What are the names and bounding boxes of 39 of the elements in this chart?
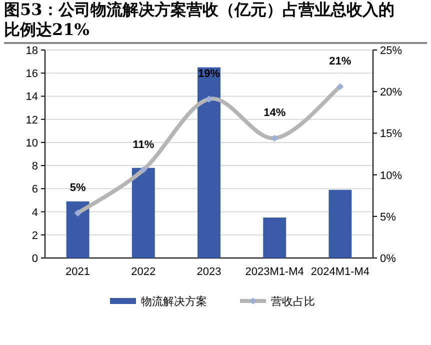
bar bbox=[263, 218, 286, 258]
legend-label: 物流解决方案 bbox=[141, 295, 207, 308]
y2-tick-label: 20% bbox=[380, 86, 402, 99]
x-tick-label: 2024M1-M4 bbox=[310, 266, 370, 278]
legend-label: 营收占比 bbox=[271, 295, 315, 308]
x-tick-label: 2023M1-M4 bbox=[245, 266, 304, 278]
y-tick-label: 16 bbox=[26, 68, 38, 80]
x-tick-label: 2023 bbox=[196, 266, 222, 278]
point bbox=[271, 134, 278, 142]
x-tick-label: 2022 bbox=[131, 266, 156, 278]
point bbox=[140, 166, 147, 174]
y-tick-label: 14 bbox=[26, 91, 38, 104]
bar bbox=[328, 190, 352, 258]
chart-title: 图53：公司物流解决方案营收（亿元）占营业总收入的比例达21% bbox=[4, 0, 396, 40]
point bbox=[206, 96, 212, 103]
y2-tick-label: 5% bbox=[380, 211, 396, 224]
point bbox=[336, 83, 344, 90]
data-label: 19% bbox=[198, 68, 220, 80]
bar bbox=[66, 201, 90, 258]
y-tick-label: 12 bbox=[26, 114, 38, 126]
bar bbox=[198, 67, 220, 258]
y2-tick-label: 25% bbox=[380, 45, 402, 57]
y-tick-label: 4 bbox=[32, 206, 38, 219]
y2-tick-label: 10% bbox=[380, 170, 402, 182]
data-label: 21% bbox=[329, 56, 352, 68]
y-tick-label: 18 bbox=[26, 45, 38, 57]
data-label: 5% bbox=[70, 182, 86, 194]
y-tick-label: 2 bbox=[32, 230, 38, 242]
data-label: 14% bbox=[264, 107, 286, 120]
point bbox=[74, 210, 82, 217]
data-label: 11% bbox=[132, 138, 154, 151]
bar bbox=[132, 168, 155, 258]
y-tick-label: 10 bbox=[26, 137, 38, 150]
y-tick-label: 8 bbox=[32, 160, 38, 173]
y2-tick-label: 0% bbox=[380, 253, 396, 265]
x-tick-label: 2021 bbox=[66, 266, 90, 278]
y-tick-label: 6 bbox=[32, 184, 38, 196]
y2-tick-label: 15% bbox=[380, 128, 402, 140]
y-tick-label: 0 bbox=[32, 253, 38, 265]
